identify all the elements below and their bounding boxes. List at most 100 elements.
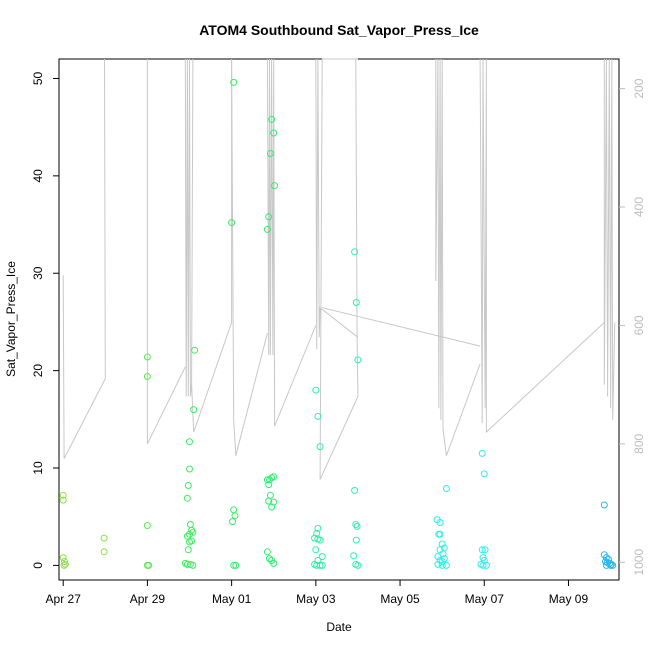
y-tick-label-3: 30 (31, 266, 45, 280)
data-point-41 (266, 150, 274, 157)
data-point-17 (186, 465, 193, 473)
y-tick-label-2: 20 (31, 364, 45, 378)
data-point-97 (442, 561, 450, 569)
data-point-4 (61, 560, 69, 568)
pressure-series (62, 58, 616, 480)
data-point-32 (230, 78, 238, 86)
data-point-57 (312, 386, 320, 394)
data-point-3 (61, 558, 68, 565)
y2-tick-label-1: 400 (632, 197, 646, 217)
data-point-96 (438, 561, 446, 569)
y-tick-label-1: 10 (31, 461, 45, 475)
data-point-48 (265, 481, 273, 489)
data-point-7 (100, 548, 108, 556)
data-point-23 (189, 528, 197, 536)
pressure-line-4 (231, 58, 268, 456)
data-point-86 (436, 530, 444, 538)
pressure-line-1 (146, 59, 186, 445)
data-point-94 (440, 555, 448, 563)
data-point-28 (189, 561, 197, 569)
data-point-33 (230, 506, 238, 514)
data-point-70 (316, 561, 324, 569)
data-point-100 (478, 546, 486, 554)
pressure-line-3 (191, 59, 233, 433)
y2-tick-label-3: 800 (632, 433, 646, 453)
data-point-75 (351, 486, 359, 494)
data-point-106 (482, 561, 490, 569)
data-point-60 (314, 524, 322, 532)
data-point-84 (442, 485, 450, 492)
data-point-44 (263, 476, 271, 484)
data-point-49 (266, 491, 274, 499)
points-series (59, 78, 617, 569)
x-axis-label: Date (326, 620, 352, 634)
pressure-line-2 (184, 58, 194, 397)
y-tick-label-5: 50 (31, 71, 45, 85)
data-point-1 (59, 496, 67, 504)
data-point-43 (271, 182, 279, 190)
data-point-117 (609, 561, 617, 569)
y2-tick-label-0: 200 (632, 78, 646, 98)
data-point-78 (350, 552, 358, 560)
data-point-38 (263, 225, 271, 233)
data-point-90 (439, 550, 447, 558)
pressure-line-7 (319, 58, 359, 480)
data-point-80 (354, 561, 362, 569)
data-point-42 (270, 129, 278, 137)
y2-tick-label-2: 600 (632, 315, 646, 335)
data-point-19 (183, 494, 191, 502)
data-point-37 (232, 561, 240, 569)
data-point-81 (352, 536, 360, 544)
pressure-line-5 (266, 58, 317, 427)
data-point-105 (479, 561, 487, 569)
data-point-59 (316, 443, 324, 451)
plot-frame (58, 58, 620, 581)
data-point-64 (316, 536, 324, 544)
data-point-76 (352, 521, 360, 528)
x-tick-label-2: May 01 (212, 592, 252, 606)
chart-title: ATOM4 Southbound Sat_Vapor_Press_Ice (199, 22, 479, 38)
data-point-116 (607, 561, 615, 569)
data-point-95 (434, 560, 442, 568)
data-point-36 (230, 561, 238, 569)
data-point-107 (600, 501, 608, 509)
pressure-line-6 (315, 58, 359, 350)
data-point-65 (312, 546, 320, 554)
y2-tick-label-4: 1000 (632, 549, 646, 576)
data-point-77 (353, 522, 361, 530)
data-point-2 (59, 554, 67, 562)
data-point-114 (607, 560, 615, 568)
data-point-109 (602, 554, 610, 562)
data-point-111 (602, 558, 609, 565)
x-tick-label-0: Apr 27 (46, 592, 82, 606)
data-point-52 (270, 498, 278, 506)
data-point-10 (143, 522, 151, 529)
x-tick-label-6: May 09 (549, 592, 589, 606)
data-point-54 (266, 555, 273, 563)
data-point-6 (100, 534, 108, 542)
data-point-22 (186, 530, 193, 538)
data-point-9 (143, 373, 151, 380)
data-point-20 (186, 521, 194, 528)
data-point-56 (270, 559, 278, 567)
y-axis: 0 10 20 30 40 50 (31, 71, 59, 569)
data-point-74 (354, 356, 362, 364)
pressure-line-11 (603, 58, 616, 421)
data-point-98 (478, 449, 486, 457)
y-tick-label-0: 0 (31, 562, 45, 569)
pressure-line-10 (479, 58, 605, 434)
data-point-91 (434, 553, 442, 561)
data-point-5 (60, 561, 68, 569)
x-tick-label-3: May 03 (296, 592, 336, 606)
data-point-50 (265, 497, 273, 505)
data-point-73 (352, 299, 360, 306)
data-point-66 (318, 553, 326, 561)
data-point-12 (145, 561, 153, 569)
data-point-71 (318, 561, 326, 569)
data-point-8 (143, 353, 151, 361)
y-axis-label: Sat_Vapor_Press_Ice (4, 261, 18, 377)
data-point-40 (268, 115, 276, 123)
pressure-line-8 (322, 307, 481, 347)
data-point-53 (263, 548, 271, 556)
